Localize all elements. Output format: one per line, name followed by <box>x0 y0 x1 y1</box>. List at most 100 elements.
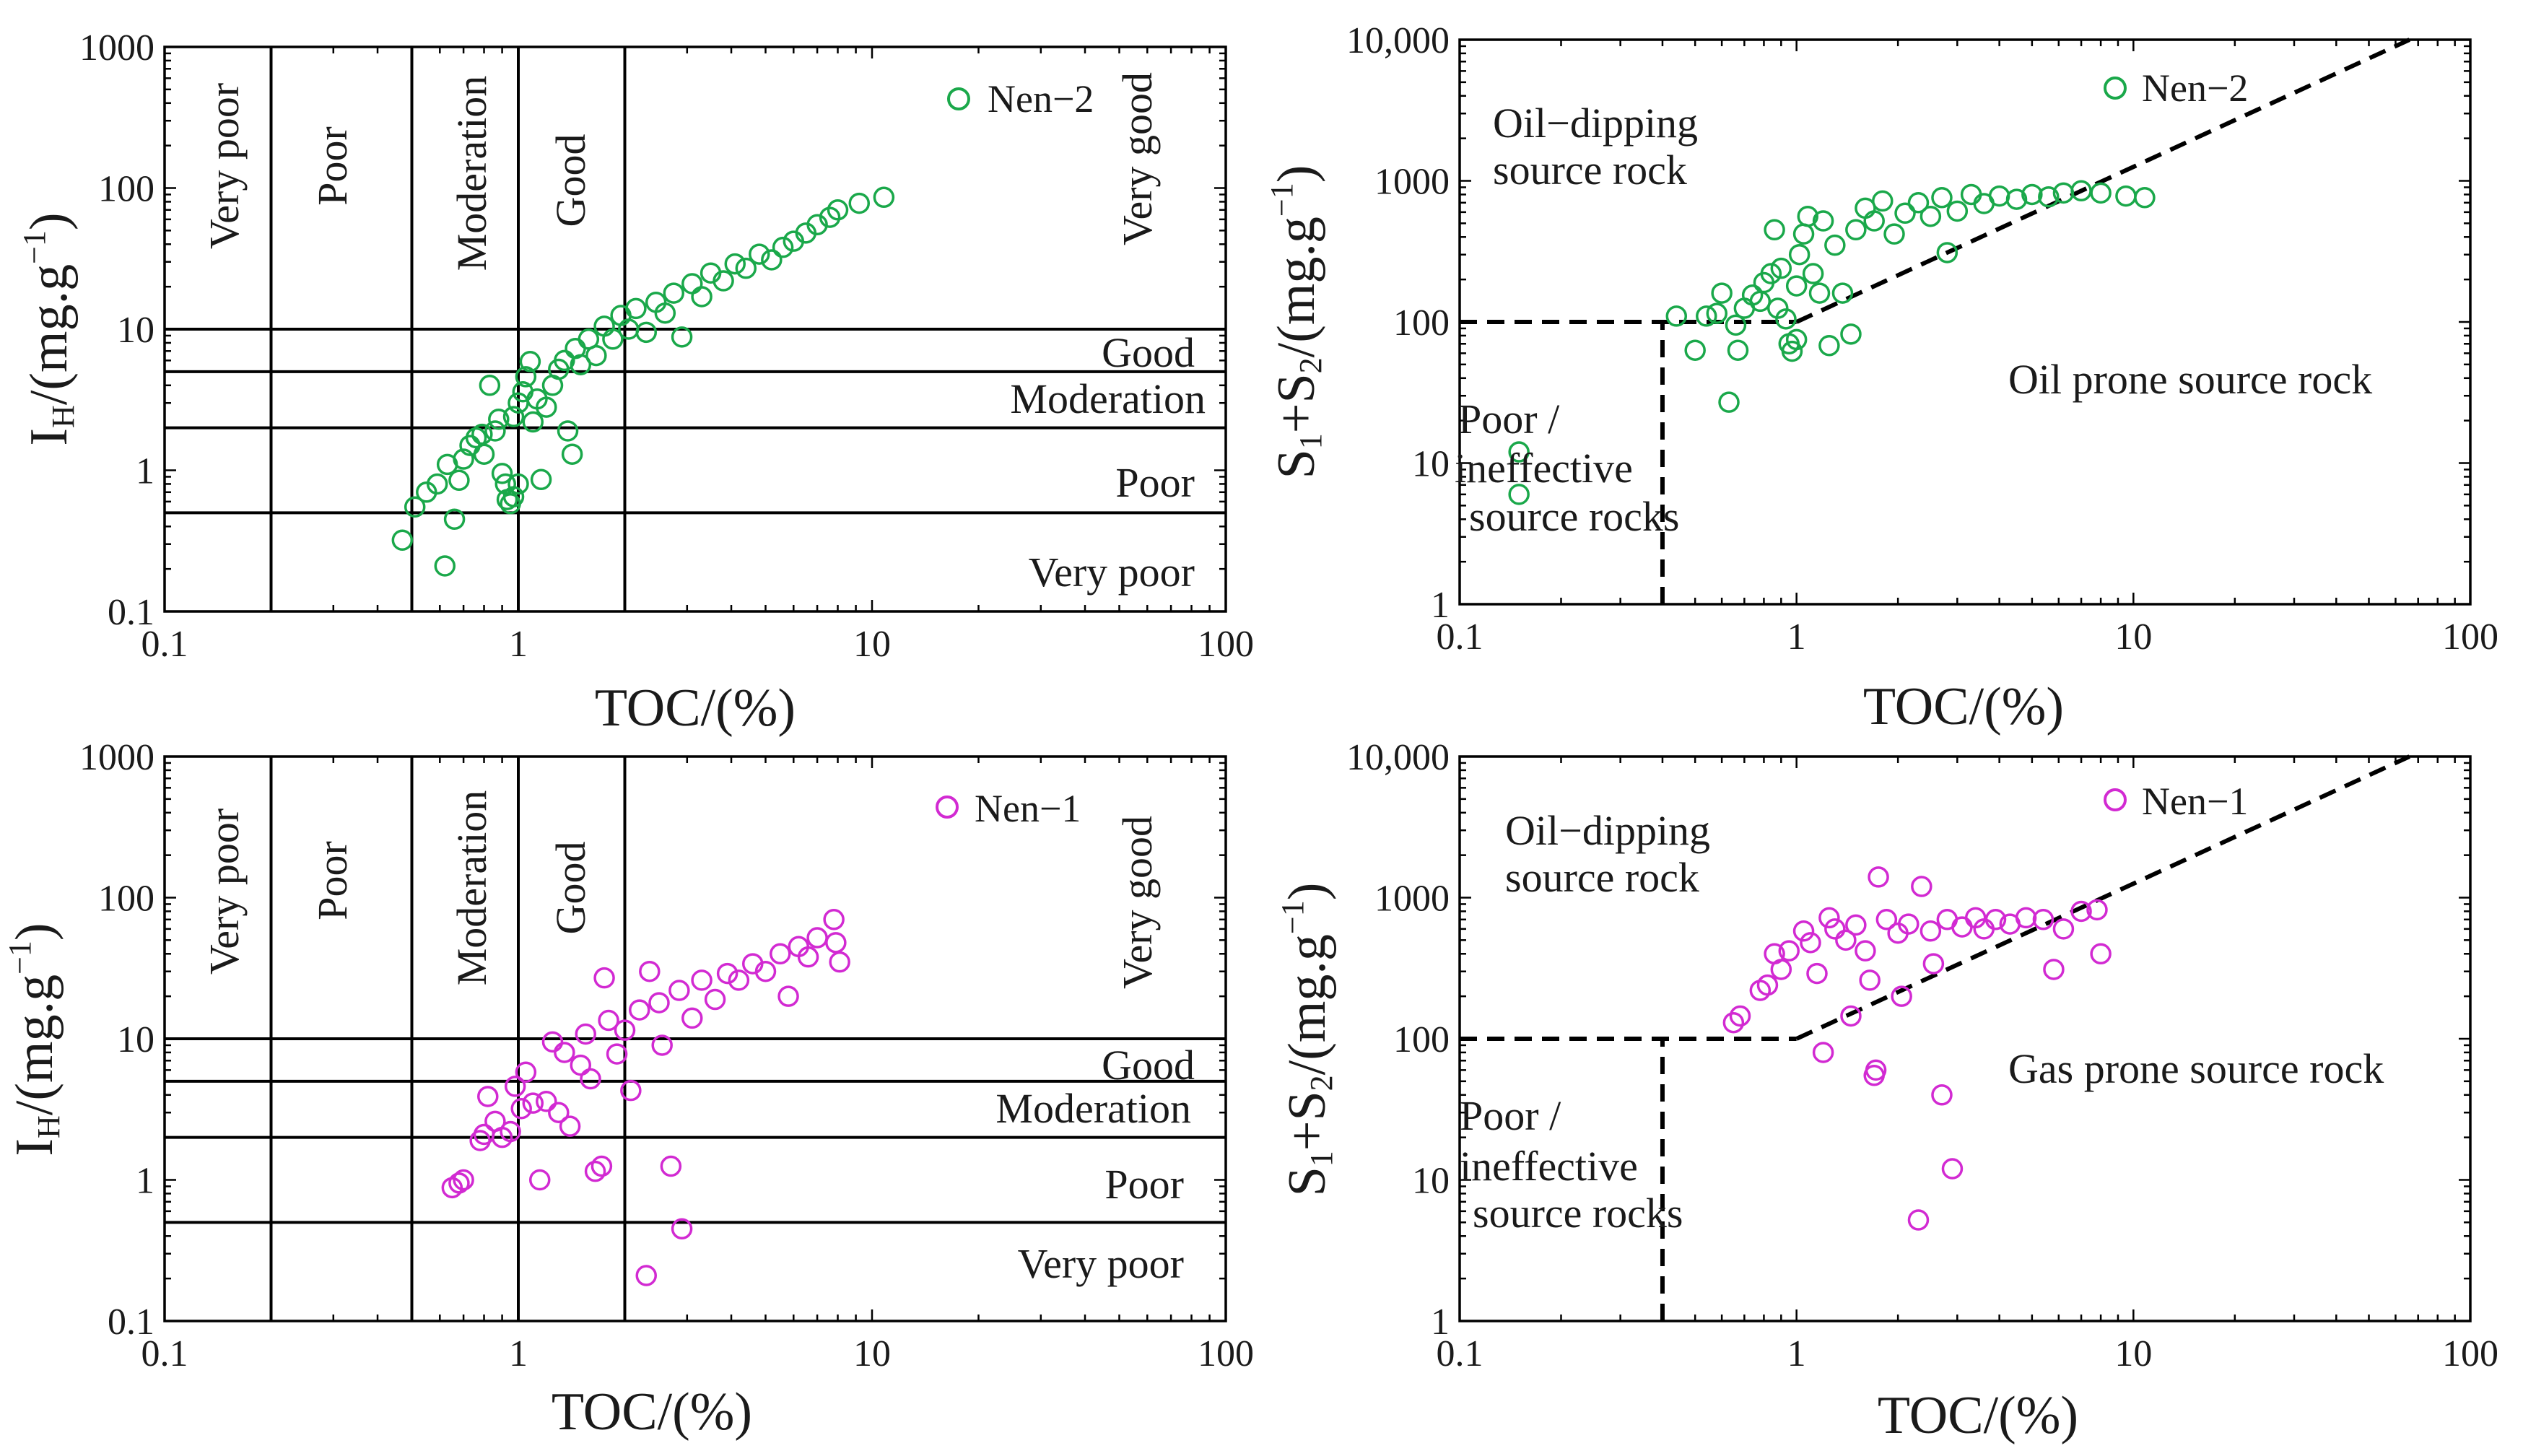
region-poor-d1: Poor / <box>1460 1092 1561 1139</box>
data-point <box>728 969 750 991</box>
data-point <box>1920 205 1942 227</box>
x-tick-label: 1 <box>1787 1333 1806 1374</box>
chart-s1s2-nen2-yticks: 1 10 100 1000 10,000 <box>1346 20 2470 626</box>
data-point <box>1875 909 1898 930</box>
data-point <box>1778 940 1800 962</box>
data-point <box>1785 275 1808 297</box>
data-point <box>671 1218 693 1240</box>
data-point <box>691 969 713 991</box>
data-point <box>1840 1005 1862 1027</box>
y-tick-label: 10 <box>1412 444 1450 485</box>
x-tick-label: 0.1 <box>1437 1333 1483 1374</box>
xclass-very-good: Very good <box>1114 72 1161 245</box>
y-tick-label: 1000 <box>1374 162 1450 203</box>
data-point <box>477 1086 499 1107</box>
data-point <box>536 1090 557 1112</box>
data-point <box>1812 210 1834 232</box>
data-point <box>580 1068 601 1090</box>
data-point <box>1831 282 1854 304</box>
data-point <box>510 1097 532 1120</box>
y-tick-label: 0.1 <box>108 592 154 633</box>
data-point <box>1722 1011 1745 1034</box>
data-point <box>691 286 713 308</box>
data-point <box>772 236 794 258</box>
data-point <box>1845 219 1867 241</box>
data-point <box>507 473 529 495</box>
data-point <box>515 1061 537 1083</box>
x-tick-label: 1 <box>509 624 528 665</box>
data-point <box>1920 920 1942 942</box>
data-point <box>1988 185 2010 207</box>
data-point <box>591 1155 613 1177</box>
chart-ih-nen1: 0.1 1 10 100 0.1 1 10 100 1000 Very poor Poor M… <box>2 737 1254 1442</box>
data-point <box>848 192 871 214</box>
x-axis-title: TOC/(%) <box>595 679 796 738</box>
data-point <box>704 988 726 1011</box>
data-point <box>1946 200 1969 222</box>
y-axis-title: IH/(mg.g−1) <box>17 212 81 445</box>
data-point <box>1863 210 1885 232</box>
yclass-moderation-c: Moderation <box>995 1085 1191 1132</box>
data-point <box>1665 305 1688 327</box>
chart-s1s2-nen1-boundaries <box>1460 754 2411 1321</box>
data-point <box>2021 183 2043 206</box>
legend-label-nen2: Nen−2 <box>988 77 1094 121</box>
data-point <box>522 411 544 433</box>
data-point <box>1775 308 1797 330</box>
data-point <box>1891 985 1912 1007</box>
data-point <box>1812 1042 1834 1063</box>
y-tick-label: 10,000 <box>1346 737 1450 778</box>
x-tick-label: 100 <box>1198 1333 1254 1374</box>
data-point <box>500 1120 521 1143</box>
chart-ih-nen2-classlines <box>165 47 1226 611</box>
region-oil-prone: Oil prone source rock <box>2008 356 2372 403</box>
x-tick-label: 0.1 <box>141 624 188 665</box>
region-poor-2: ineffective <box>1455 445 1633 492</box>
data-point <box>584 1160 606 1182</box>
chart-s1s2-nen1-xticks: 0.1 1 10 100 <box>1437 757 2498 1374</box>
data-point <box>777 985 799 1007</box>
data-point <box>1931 1084 1953 1106</box>
y-tick-label: 100 <box>1393 302 1450 344</box>
x-tick-label: 100 <box>1198 624 1254 665</box>
data-point <box>1781 340 1803 362</box>
data-point <box>625 297 647 320</box>
yclass-moderation: Moderation <box>1010 375 1206 422</box>
data-point <box>484 420 506 442</box>
data-point <box>1729 1005 1751 1027</box>
chart-ih-nen2-xticks: 0.1 1 10 100 <box>141 47 1254 665</box>
data-point <box>761 249 783 271</box>
boundary-diagonal <box>1795 38 2411 324</box>
data-point <box>713 270 734 292</box>
data-point <box>2005 188 2028 210</box>
y-tick-label: 1 <box>136 1161 154 1202</box>
chart-ih-nen1-classlines <box>165 757 1226 1321</box>
data-point <box>2086 899 2108 921</box>
data-point <box>488 409 510 430</box>
x-tick-label: 10 <box>853 1333 891 1374</box>
data-point <box>681 273 703 295</box>
data-point <box>2052 918 2075 940</box>
data-point <box>1907 192 1930 214</box>
data-point <box>1706 302 1728 324</box>
yclass-very-poor-c: Very poor <box>1018 1240 1184 1287</box>
data-point <box>2134 187 2156 209</box>
data-point <box>2090 182 2112 204</box>
data-point <box>2070 900 2092 923</box>
x-tick-label: 10 <box>2114 1333 2152 1374</box>
data-point <box>2038 186 2060 208</box>
data-point <box>570 1054 592 1076</box>
legend-marker-nen1 <box>936 795 959 819</box>
x-axis-title-b: TOC/(%) <box>1863 677 2064 736</box>
data-point <box>554 1042 575 1063</box>
data-point <box>1806 962 1828 985</box>
region-poor-d2: ineffective <box>1460 1143 1638 1190</box>
data-point <box>1840 323 1862 345</box>
data-point <box>823 909 845 930</box>
data-point <box>1788 243 1810 266</box>
data-point <box>473 443 495 465</box>
data-point <box>559 1115 581 1137</box>
data-point <box>1718 391 1740 413</box>
x-tick-label: 0.1 <box>141 1333 188 1374</box>
